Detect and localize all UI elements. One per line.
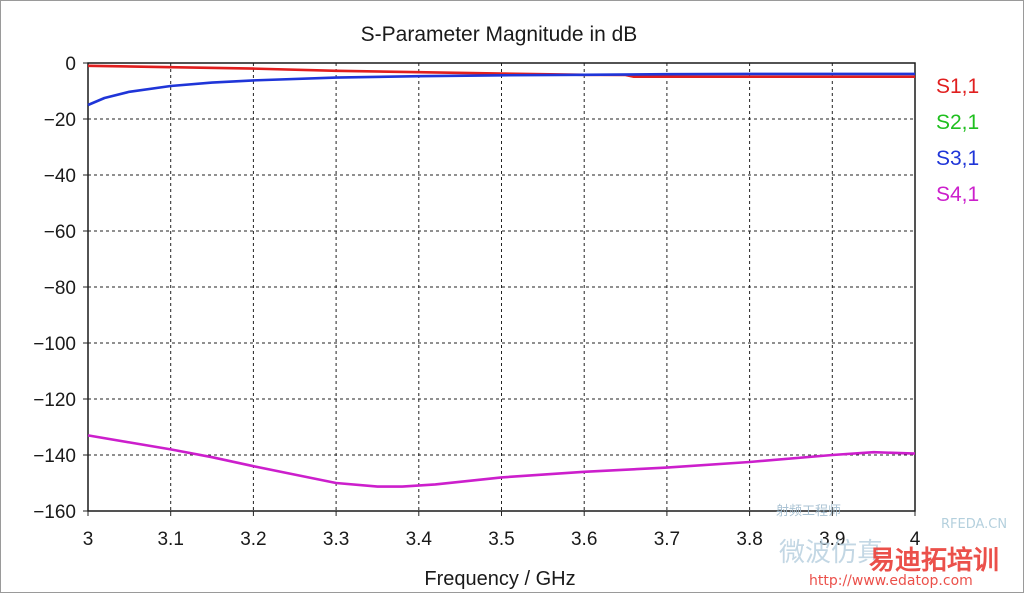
legend: S1,1 S2,1 S3,1 S4,1 [936, 75, 979, 206]
y-tick-label: −80 [44, 278, 76, 299]
legend-entry-s2-1: S2,1 [936, 111, 979, 134]
x-tick-label: 3.9 [819, 529, 845, 550]
watermark: 射频工程师 RFEDA.CN 微波仿真 易迪拓培训 http://www.eda… [776, 503, 1007, 589]
legend-entry-s1-1: S1,1 [936, 75, 979, 98]
x-axis-label: Frequency / GHz [424, 568, 575, 590]
y-tick-label: −40 [44, 166, 76, 187]
x-tick-label: 3.7 [654, 529, 680, 550]
x-tick-label: 3.6 [571, 529, 597, 550]
watermark-brand-cn: 易迪拓培训 [869, 546, 999, 576]
watermark-url: http://www.edatop.com [809, 573, 973, 589]
legend-entry-s4-1: S4,1 [936, 183, 979, 206]
x-tick-label: 3.5 [488, 529, 514, 550]
watermark-site: RFEDA.CN [941, 517, 1007, 532]
y-tick-label: −100 [33, 334, 76, 355]
y-tick-label: 0 [65, 54, 76, 75]
series-line-s3-1 [87, 72, 915, 107]
x-tick-label: 3.3 [323, 529, 349, 550]
x-tick-label: 4 [910, 529, 921, 550]
series-lines [87, 64, 916, 488]
x-tick-label: 3.2 [240, 529, 266, 550]
series-line-s4-1 [87, 434, 916, 488]
x-tick-label: 3.8 [736, 529, 762, 550]
chart-title: S-Parameter Magnitude in dB [361, 23, 638, 46]
x-tick-label: 3.1 [157, 529, 183, 550]
y-tick-label: −120 [33, 390, 76, 411]
x-axis-ticks: 3 3.1 3.2 3.3 3.4 3.5 3.6 3.7 3.8 3.9 4 [83, 511, 921, 550]
y-tick-label: −140 [33, 446, 76, 467]
x-tick-label: 3.4 [406, 529, 433, 550]
y-axis-ticks: 0 −20 −40 −60 −80 −100 −120 −140 −160 [33, 54, 88, 523]
y-tick-label: −160 [33, 502, 76, 523]
grid [88, 63, 915, 511]
watermark-small-cn: 射频工程师 [776, 503, 841, 519]
y-tick-label: −20 [44, 110, 76, 131]
legend-entry-s3-1: S3,1 [936, 147, 979, 170]
x-tick-label: 3 [83, 529, 94, 550]
y-tick-label: −60 [44, 222, 76, 243]
watermark-text-cn: 微波仿真 [779, 538, 883, 568]
